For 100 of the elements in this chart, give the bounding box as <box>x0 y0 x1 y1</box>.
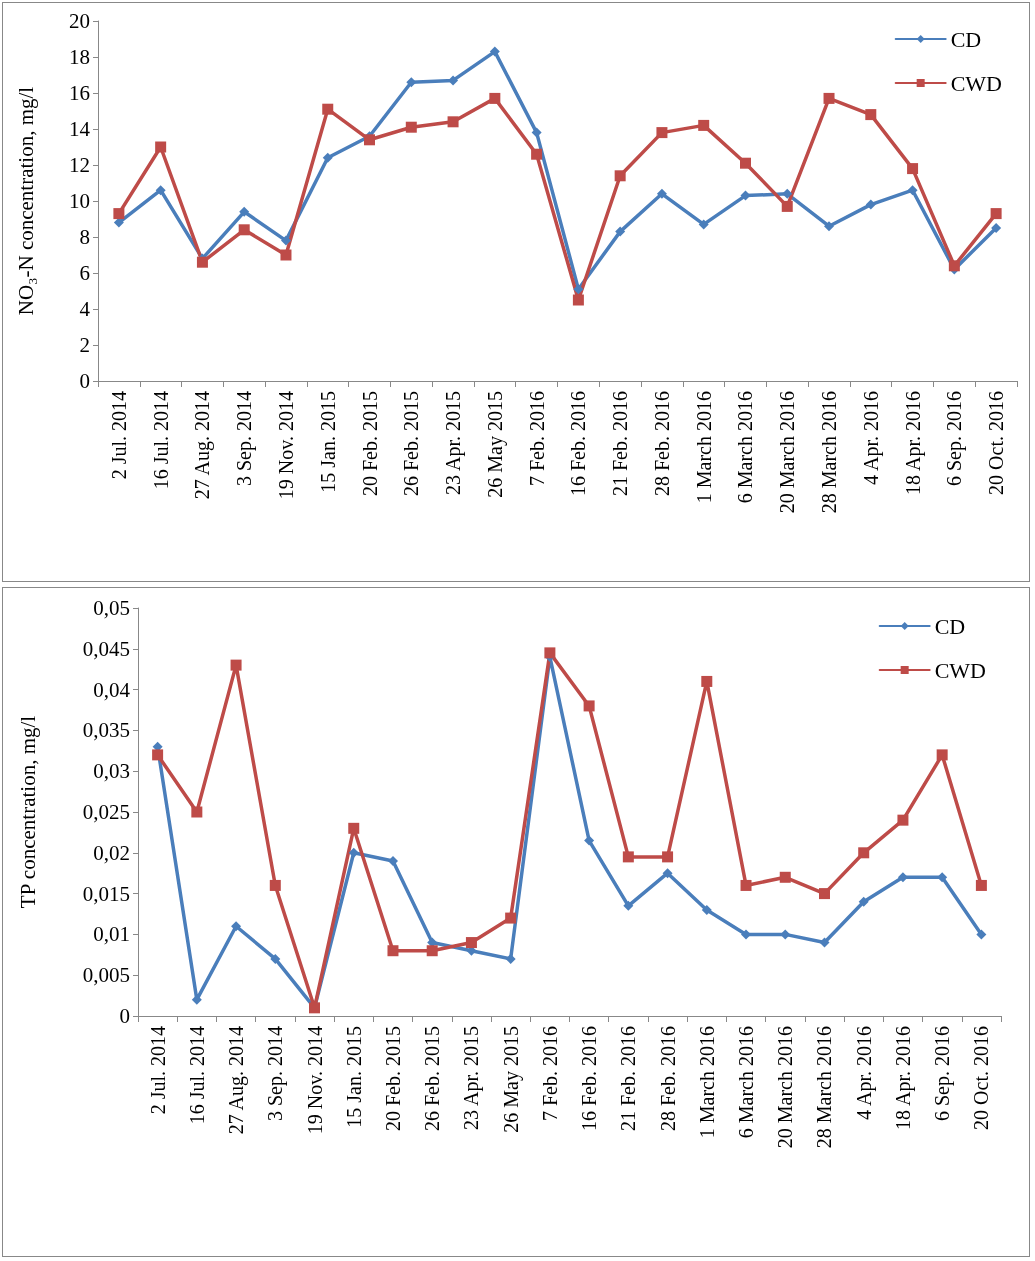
point <box>781 200 793 212</box>
x-tick-label: 19 Nov. 2014 <box>303 1026 326 1135</box>
x-tick-label: 15 Jan. 2015 <box>342 1026 365 1128</box>
x-tick-label: 26 May 2015 <box>483 391 507 498</box>
point <box>937 872 948 883</box>
x-tick-label: 6 March 2016 <box>734 391 757 504</box>
y-tick-label: 16 <box>69 81 90 105</box>
point <box>152 749 164 761</box>
y-tick-label: 20 <box>69 9 90 33</box>
point <box>823 92 835 104</box>
x-tick-label: 16 Jul. 2014 <box>185 1026 208 1125</box>
point <box>531 148 543 160</box>
x-tick-label: 3 Sep. 2014 <box>264 1026 288 1121</box>
y-tick-label: 14 <box>69 117 91 141</box>
y-tick-label: 0,02 <box>93 840 130 865</box>
point <box>740 879 752 891</box>
point <box>531 127 542 138</box>
y-tick-label: 0,03 <box>93 759 130 784</box>
point <box>991 223 1002 233</box>
point <box>238 224 250 236</box>
point <box>239 206 250 217</box>
x-tick-label: 16 Feb. 2016 <box>578 1026 601 1131</box>
x-tick-label: 6 Sep. 2016 <box>943 391 967 486</box>
point <box>348 822 360 834</box>
x-tick-label: 4 Apr. 2016 <box>859 391 883 485</box>
point <box>897 872 908 883</box>
point <box>614 170 626 182</box>
y-tick-label: 0,005 <box>82 963 130 988</box>
legend-label: CD <box>950 26 982 52</box>
point <box>656 188 667 199</box>
y-tick-label: 2 <box>79 333 90 357</box>
legend-label: CD <box>934 613 966 639</box>
y-tick-label: 0,015 <box>82 881 130 906</box>
point <box>948 260 960 272</box>
point <box>662 851 674 863</box>
point <box>280 249 292 261</box>
point <box>824 221 835 232</box>
x-tick-label: 26 Feb. 2015 <box>400 391 423 496</box>
point <box>364 134 376 146</box>
point <box>975 879 987 891</box>
y-tick-label: 10 <box>69 189 90 213</box>
point <box>698 119 710 131</box>
y-tick-label: 12 <box>69 153 90 177</box>
point <box>622 851 634 863</box>
x-tick-label: 16 Feb. 2016 <box>567 391 590 496</box>
x-tick-label: 19 Nov. 2014 <box>274 391 297 500</box>
x-tick-label: 28 Feb. 2016 <box>656 1026 679 1131</box>
point <box>191 806 203 818</box>
point <box>269 879 281 891</box>
point <box>907 185 918 196</box>
y-tick-label: 6 <box>79 261 90 285</box>
y-tick-label: 0 <box>79 369 90 393</box>
x-tick-label: 23 Apr. 2015 <box>442 391 466 495</box>
y-tick-label: 0,05 <box>93 596 130 620</box>
point <box>818 888 830 900</box>
point <box>426 945 438 957</box>
y-tick-label: 4 <box>79 297 91 321</box>
x-tick-label: 1 March 2016 <box>695 1026 718 1139</box>
point <box>231 921 242 932</box>
point <box>897 814 909 826</box>
point <box>819 937 830 948</box>
point <box>701 675 713 687</box>
point <box>489 46 500 57</box>
point <box>270 953 281 964</box>
point <box>698 219 709 230</box>
legend-label: CWD <box>950 70 1002 96</box>
point <box>858 847 870 859</box>
x-tick-label: 18 Apr. 2016 <box>891 1026 915 1130</box>
point <box>583 700 595 712</box>
x-tick-label: 20 Oct. 2016 <box>985 391 1008 495</box>
x-tick-label: 2 Jul. 2014 <box>107 391 130 480</box>
point <box>782 188 793 199</box>
point <box>544 647 556 659</box>
x-tick-label: 20 March 2016 <box>774 1026 797 1149</box>
y-tick-label: 8 <box>79 225 90 249</box>
point <box>196 256 208 268</box>
point <box>322 103 334 115</box>
x-tick-label: 7 Feb. 2016 <box>538 1026 561 1121</box>
x-tick-label: 21 Feb. 2016 <box>617 1026 640 1131</box>
x-tick-label: 28 Feb. 2016 <box>650 391 673 496</box>
y-tick-label: 18 <box>69 45 90 69</box>
point <box>865 109 877 121</box>
point <box>701 904 712 915</box>
point <box>448 75 459 86</box>
x-tick-label: 23 Apr. 2015 <box>460 1026 484 1130</box>
point <box>155 141 167 153</box>
x-tick-label: 7 Feb. 2016 <box>525 391 548 486</box>
x-tick-label: 3 Sep. 2014 <box>233 391 257 486</box>
point <box>387 945 399 957</box>
point <box>348 847 359 858</box>
point <box>322 152 333 163</box>
point <box>572 294 584 306</box>
point <box>865 199 876 210</box>
point <box>405 121 417 133</box>
x-tick-label: 15 Jan. 2015 <box>316 391 339 493</box>
y-tick-label: 0,04 <box>93 677 131 702</box>
point <box>584 835 595 846</box>
y-tick-label: 0,025 <box>82 800 130 824</box>
y-tick-label: 0 <box>119 1004 130 1028</box>
y-tick-label: 0,035 <box>82 718 130 743</box>
